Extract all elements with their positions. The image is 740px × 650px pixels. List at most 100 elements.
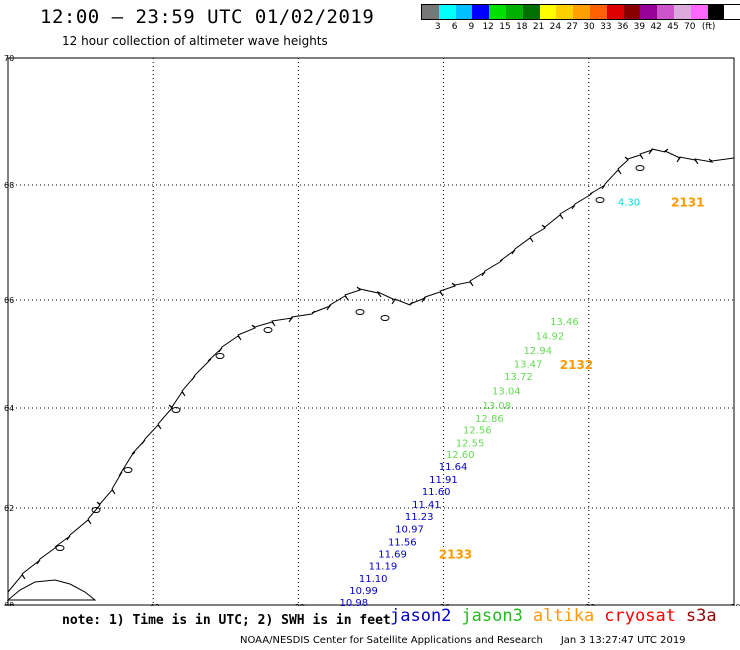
color-swatch: [606, 5, 624, 19]
color-swatch: [472, 5, 490, 19]
coastline-path: [7, 148, 735, 593]
color-swatch: [556, 5, 574, 19]
island-outline: [263, 327, 273, 333]
legend-jason2: jason2: [390, 606, 452, 626]
color-swatch: [657, 5, 674, 19]
color-swatch: [623, 5, 641, 19]
longitude-tick-label: -39: [292, 603, 305, 606]
longitude-tick-label: -42: [147, 603, 160, 606]
legend-cryosat: cryosat: [604, 606, 676, 626]
swh-value-label: 11.91: [429, 475, 458, 486]
pass-time-label: 2131: [671, 195, 704, 209]
longitude-tick-label: -30: [727, 603, 740, 606]
swh-value-label: 12.86: [475, 414, 504, 425]
axis-labels: -45 -42 -39 -36 -33 -30 70 68 66 64 62 60: [1, 54, 740, 606]
color-scale-label: 70: [684, 22, 696, 32]
swh-value-label: 10.98: [340, 598, 369, 606]
color-scale-boxes: [421, 4, 740, 20]
swh-value-label: 11.19: [369, 562, 398, 573]
pass-time-label: 2132: [560, 358, 593, 372]
island-outline: [171, 407, 181, 413]
color-swatch: [673, 5, 691, 19]
color-scale: 3 6 9 12 15 18 21 24 27 30 33 36 39 42 45 70 (ft): [421, 4, 740, 34]
color-scale-label: 45: [667, 22, 679, 32]
credit-text: NOAA/NESDIS Center for Satellite Applica…: [240, 635, 543, 646]
swh-value-label: 11.56: [388, 537, 417, 548]
swh-value-label: 4.30: [618, 197, 640, 208]
color-scale-label: 12: [482, 22, 494, 32]
color-scale-label: 33: [600, 22, 612, 32]
island-outline: [595, 197, 605, 203]
swh-value-label: 14.92: [536, 332, 565, 343]
color-swatch: [589, 5, 607, 19]
longitude-tick-label: -36: [437, 603, 450, 606]
longitude-tick-label: -45: [1, 603, 14, 606]
swh-value-label: 11.23: [405, 512, 434, 523]
latitude-tick-label: 62: [4, 504, 14, 513]
color-scale-unit: (ft): [701, 22, 716, 32]
footnote: note: 1) Time is in UTC; 2) SWH is in fe…: [62, 613, 391, 628]
timestamp: Jan 3 13:27:47 UTC 2019: [560, 635, 686, 646]
color-swatch: [455, 5, 473, 19]
color-scale-labels: 3 6 9 12 15 18 21 24 27 30 33 36 39 42 45 70 (ft): [421, 20, 740, 34]
swh-value-label: 10.97: [395, 524, 424, 535]
map-canvas: 13.46 14.92 12.94 13.47 13.72 13.04 13.08 12.86…: [1, 54, 740, 606]
color-swatch: [640, 5, 658, 19]
latitude-tick-label: 64: [4, 404, 14, 413]
island-outline: [215, 353, 225, 359]
wave-height-labels: 13.46 14.92 12.94 13.47 13.72 13.04 13.08 12.86…: [340, 195, 705, 606]
color-swatch: [438, 5, 456, 19]
latitude-tick-label: 66: [4, 296, 14, 305]
island-outline: [355, 309, 365, 315]
latitude-tick-label: 68: [4, 181, 14, 190]
color-swatch: [690, 5, 708, 19]
color-swatch: [522, 5, 540, 19]
cape-farewell-outline: [6, 579, 97, 601]
color-scale-label: 27: [566, 22, 578, 32]
color-swatch: [707, 5, 725, 19]
swh-value-label: 12.94: [523, 346, 552, 357]
color-swatch: [539, 5, 557, 19]
color-scale-label: 15: [499, 22, 511, 32]
color-swatch: [489, 5, 506, 19]
swh-value-label: 11.60: [422, 487, 451, 498]
color-scale-label: 24: [549, 22, 562, 32]
swh-value-label: 12.60: [446, 450, 475, 461]
greenland-coastline: [6, 148, 735, 601]
swh-value-label: 11.69: [378, 550, 407, 561]
island-outline: [380, 315, 390, 321]
pass-time-label: 2133: [439, 548, 472, 562]
legend-s3a: s3a: [685, 606, 717, 626]
swh-value-label: 13.47: [514, 359, 543, 370]
longitude-tick-label: -33: [582, 603, 595, 606]
satellite-legend: jason2 jason3 altika cryosat s3a: [390, 606, 727, 626]
credit-line: NOAA/NESDIS Center for Satellite Applica…: [240, 635, 686, 646]
color-scale-label: 9: [468, 22, 475, 32]
color-scale-label: 42: [650, 22, 662, 32]
swh-value-label: 10.99: [349, 586, 378, 597]
latitude-tick-label: 70: [4, 54, 14, 63]
map-subtitle: 12 hour collection of altimeter wave hei…: [62, 34, 328, 48]
color-scale-label: 3: [434, 22, 441, 32]
legend-altika: altika: [532, 606, 595, 626]
color-scale-label: 30: [583, 22, 595, 32]
color-scale-label: 21: [532, 22, 545, 32]
legend-jason3: jason3: [461, 606, 523, 626]
swh-value-label: 11.64: [439, 462, 468, 473]
color-swatch: [422, 5, 439, 19]
swh-value-label: 13.72: [504, 372, 533, 383]
island-outline: [91, 507, 101, 513]
island-outline: [55, 545, 65, 551]
color-scale-label: 39: [633, 22, 646, 32]
swh-value-label: 13.04: [492, 386, 521, 397]
color-swatch: [505, 5, 523, 19]
color-scale-label: 18: [516, 22, 528, 32]
swh-value-label: 11.41: [412, 500, 441, 511]
color-swatch: [573, 5, 590, 19]
latitude-tick-label: 60: [4, 601, 14, 606]
color-scale-label: 6: [451, 22, 458, 32]
swh-value-label: 12.55: [456, 439, 485, 450]
swh-value-label: 12.56: [463, 426, 492, 437]
map-frame: [7, 57, 735, 606]
graticule: [8, 58, 734, 605]
